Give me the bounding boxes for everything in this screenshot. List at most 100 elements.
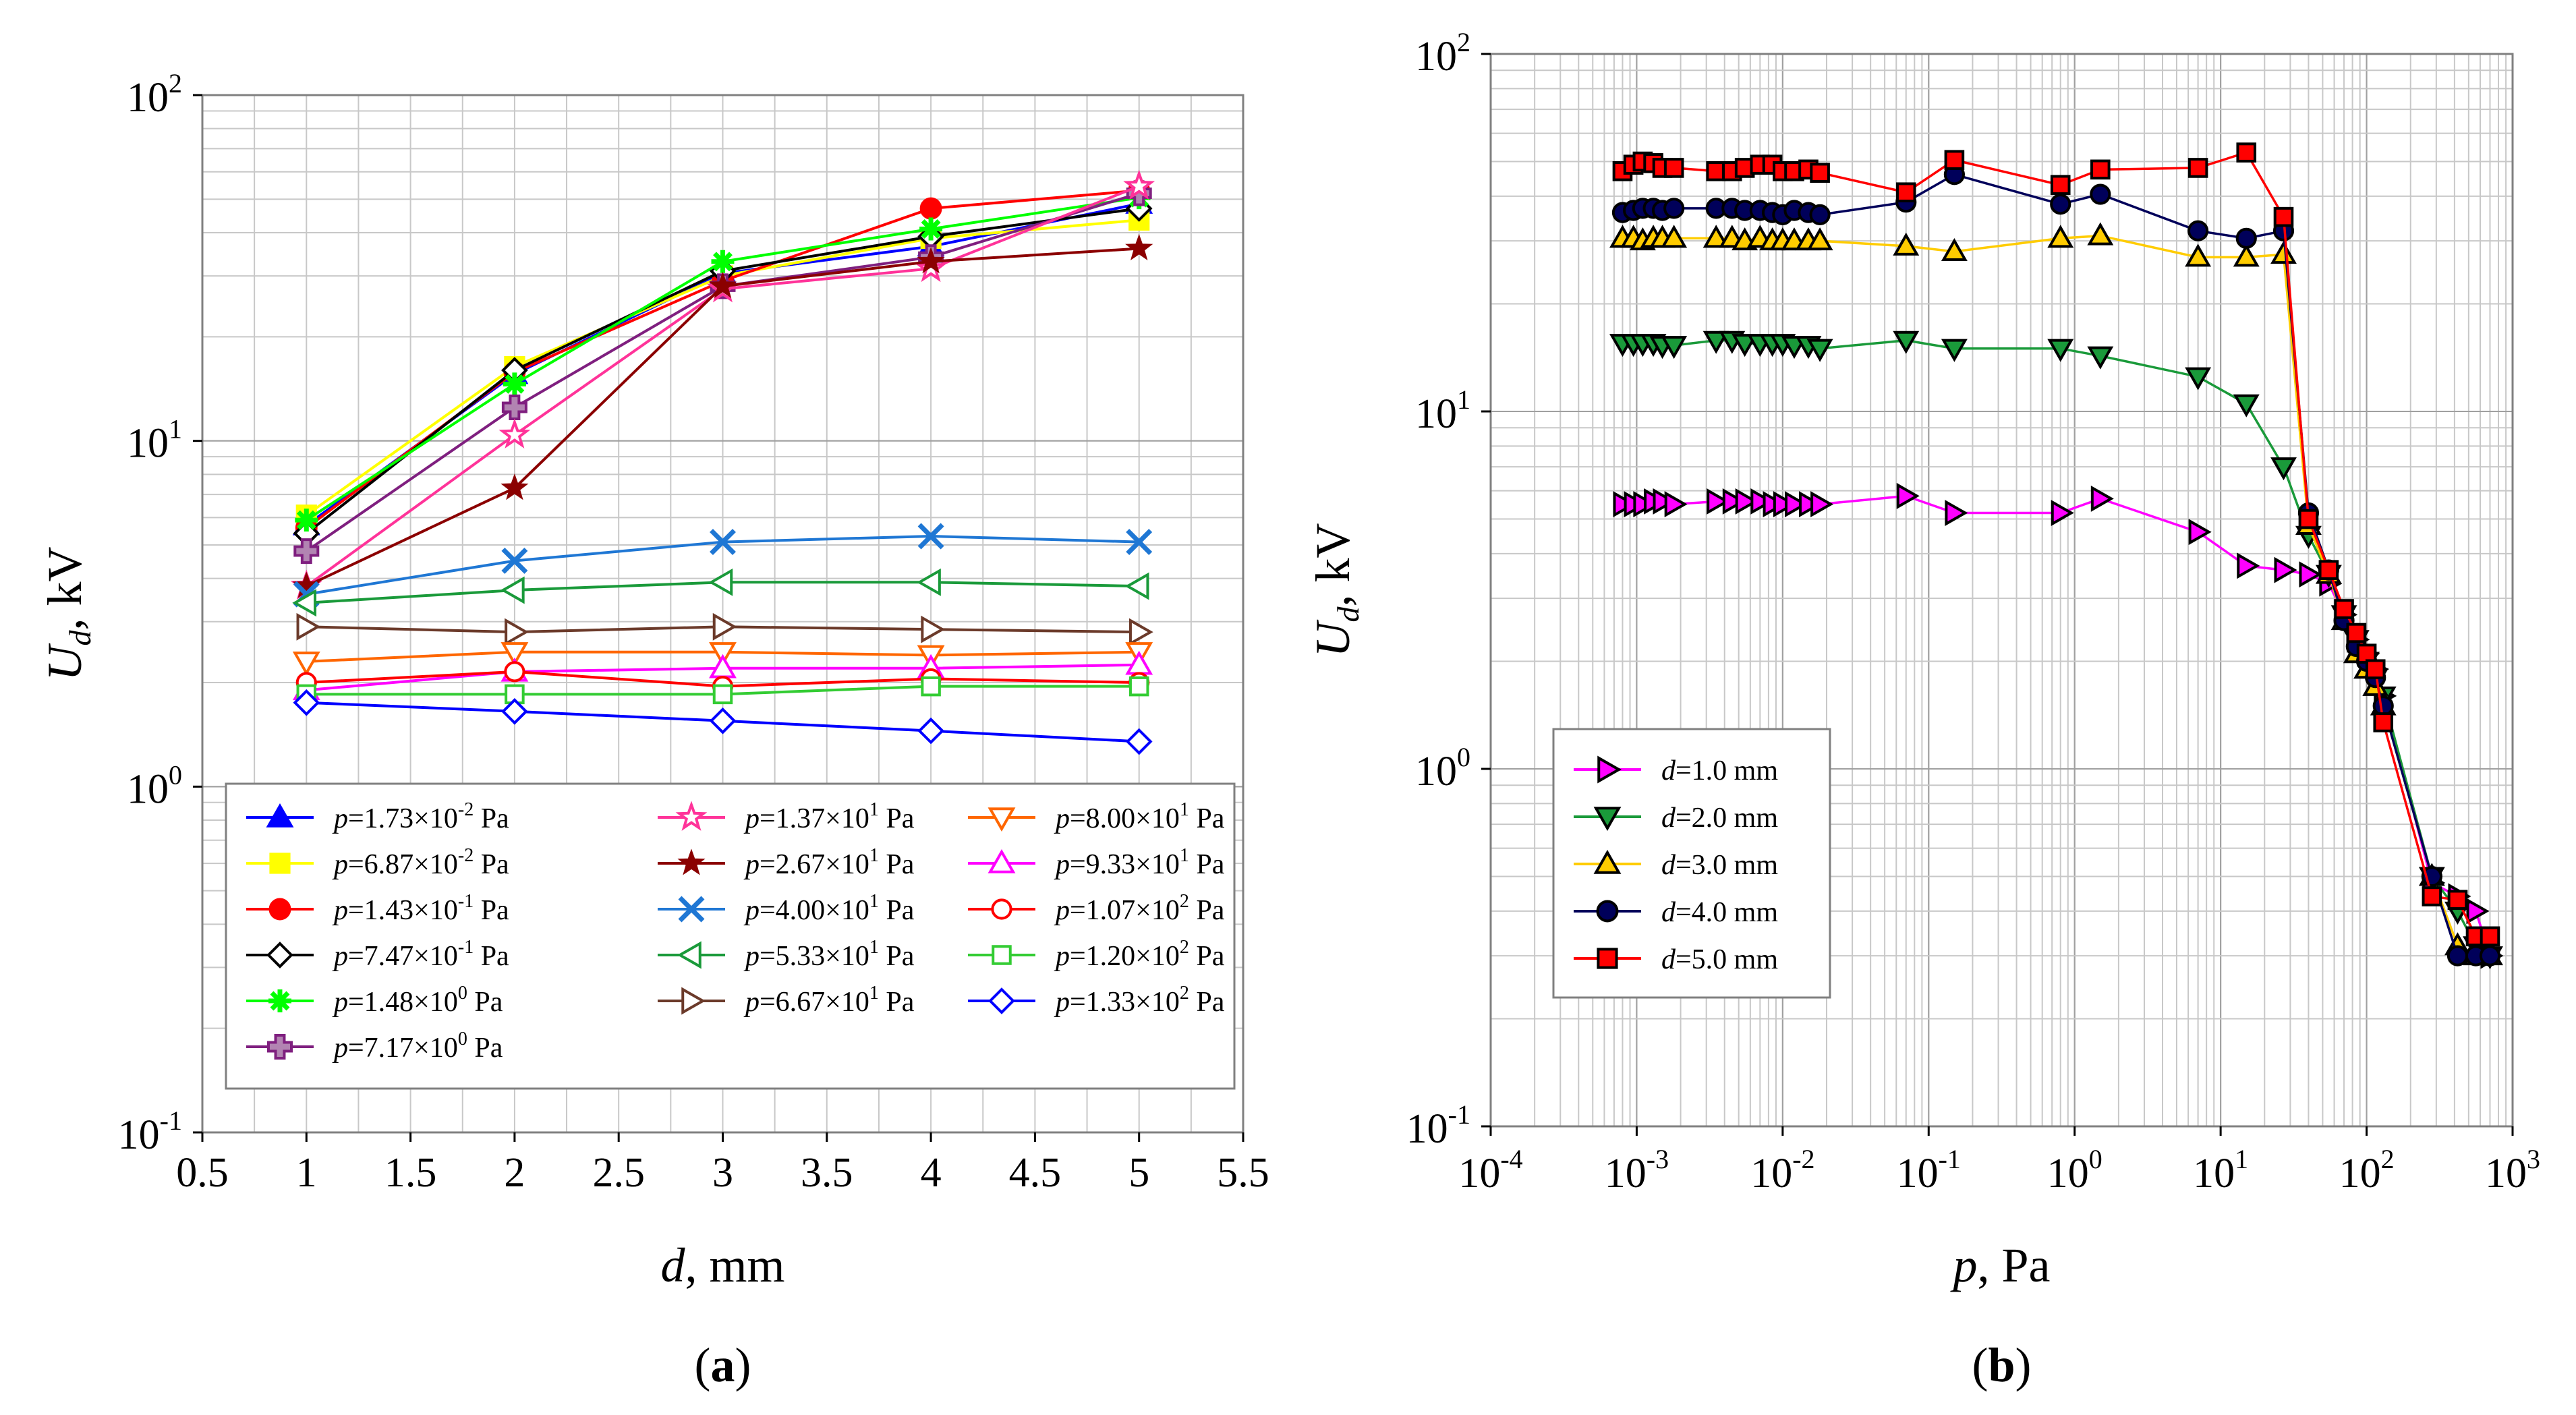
chart-b-x-tick-label-base: 10 [1458, 1151, 1500, 1196]
chart-b-y-tick-label: 102 [1415, 27, 1470, 80]
chart-a-legend-label: p=1.48×100 Pa [332, 983, 503, 1018]
chart-a-legend-exp: 1 [869, 845, 879, 866]
chart-a-data-point [296, 612, 321, 641]
chart-b-legend-item: d=1.0 mm [1574, 755, 1778, 786]
chart-b-y-tick-label: 10-1 [1406, 1099, 1470, 1152]
chart-b-data-point [2235, 227, 2257, 249]
chart-b-legend-var: d [1661, 897, 1676, 928]
chart-a-y-tick-label: 102 [127, 68, 182, 121]
chart-a-legend-label: p=2.67×101 Pa [743, 845, 915, 880]
chart-b-x-tick-label: 10-4 [1458, 1144, 1522, 1196]
chart-a-legend-mantissa: =6.67×10 [760, 987, 869, 1018]
chart-a-legend-mantissa: =8.00×10 [1070, 803, 1180, 834]
chart-b-data-point [2236, 142, 2257, 163]
chart-a-legend-exp: 2 [1180, 983, 1189, 1004]
chart-a-legend-unit: Pa [474, 941, 509, 972]
chart-a-legend-item: p=6.67×101 Pa [658, 983, 915, 1018]
chart-b-data-point [2047, 225, 2074, 248]
chart-b-legend-item: d=5.0 mm [1574, 944, 1778, 975]
chart-a-legend-unit: Pa [1189, 941, 1225, 972]
chart-a-legend-unit: Pa [1189, 803, 1225, 834]
chart-b-data-point [1806, 227, 1833, 251]
chart-a-series-5 [295, 186, 1151, 532]
chart-a-x-tick-label: 1.5 [384, 1150, 437, 1196]
chart-a-data-point [500, 576, 525, 604]
chart-a-legend-unit: Pa [879, 849, 915, 880]
chart-a-legend-label: p=1.37×101 Pa [743, 799, 915, 834]
chart-a-data-point [917, 568, 941, 596]
chart-b-y-tick-label-base: 10 [1406, 1106, 1448, 1152]
chart-a-legend-marker [269, 853, 291, 874]
panel-label-a-letter: a [711, 1338, 735, 1392]
chart-a-legend-unit: Pa [1189, 895, 1225, 926]
chart-a-x-tick-label: 5 [1128, 1150, 1149, 1196]
chart-b-x-axis-label-unit: , Pa [1978, 1238, 2051, 1292]
chart-a-legend-unit: Pa [879, 895, 915, 926]
chart-a-legend-unit: Pa [1189, 987, 1225, 1018]
chart-b-data-point [2090, 159, 2111, 180]
chart-a-data-point [708, 568, 733, 596]
chart-a-legend-label: p=4.00×101 Pa [743, 891, 915, 926]
chart-a-legend-var: p [332, 1033, 348, 1064]
chart-b-data-point [2185, 367, 2212, 391]
chart-a-data-point [501, 698, 528, 725]
chart-a-legend-item: p=4.00×101 Pa [658, 891, 915, 926]
chart-b-y-tick-label-base: 10 [1415, 749, 1457, 795]
chart-a-legend: p=1.73×10-2 Pap=6.87×10-2 Pap=1.43×10-1 … [225, 782, 1236, 1090]
chart-b-data-point [2479, 945, 2501, 966]
chart-a-legend-marker [268, 898, 291, 921]
chart-b-data-point [1613, 491, 1636, 518]
chart-a-data-point [500, 473, 529, 500]
chart-a-series-11 [296, 612, 1153, 646]
chart-b-legend-var: d [1661, 850, 1676, 881]
chart-b-legend-rest: =4.0 mm [1676, 897, 1778, 928]
chart-a-legend-exp: 0 [458, 1029, 467, 1049]
chart-a-x-axis-label-unit: , mm [685, 1238, 784, 1292]
chart-a-data-point [709, 707, 737, 734]
chart-a-data-point [919, 217, 943, 241]
chart-b-y-tick-label-exp: -1 [1448, 1099, 1470, 1130]
chart-b-legend-item: d=3.0 mm [1574, 849, 1778, 881]
chart-a-series-8 [292, 233, 1153, 598]
chart-b-x-tick-label: 10-2 [1750, 1144, 1814, 1196]
chart-a-legend-exp: -1 [458, 937, 474, 958]
chart-a-legend-marker [677, 848, 706, 875]
chart-b-y-tick-label: 100 [1415, 742, 1470, 795]
chart-a-legend-label: p=1.20×102 Pa [1054, 937, 1225, 972]
chart-a-series-16 [293, 689, 1153, 755]
chart-b-data-point [1810, 163, 1830, 183]
chart-b-legend-marker [1597, 948, 1618, 969]
chart-a-data-point [917, 523, 944, 550]
chart-a-legend-exp: 1 [1180, 799, 1189, 820]
chart-a-x-tick-label: 2.5 [592, 1150, 645, 1196]
panel-label-a: (a) [695, 1338, 751, 1392]
chart-b-y-axis-label-sub: d [1331, 606, 1365, 623]
chart-a-legend-marker [992, 945, 1012, 965]
chart-a-data-point [505, 618, 529, 646]
chart-a-data-point [500, 642, 529, 666]
chart-b-x-tick-label-base: 10 [2339, 1151, 2381, 1196]
chart-b-x-tick-label: 102 [2339, 1144, 2395, 1196]
chart-b-data-point [1893, 330, 1920, 354]
chart-a-legend-var: p [1054, 803, 1070, 834]
chart-a-legend-item: p=1.48×100 Pa [246, 983, 503, 1018]
chart-b-data-point [1750, 488, 1774, 515]
chart-a-legend-var: p [743, 941, 760, 972]
chart-a-legend-marker [266, 803, 294, 828]
panel-label-b-letter: b [1988, 1338, 2015, 1392]
chart-a-legend-marker [681, 987, 706, 1015]
chart-b-x-axis-label: p, Pa [1950, 1238, 2051, 1292]
chart-a-y-tick-label-exp: -1 [160, 1105, 182, 1136]
chart-a-legend-var: p [743, 849, 760, 880]
chart-a-y-axis-label-var: U [38, 643, 92, 681]
chart-a-x-axis-label-var: d [660, 1238, 685, 1292]
chart-a-legend-item: p=2.67×101 Pa [658, 845, 915, 880]
chart-a-y-tick-label: 100 [127, 759, 182, 812]
chart-b-legend-marker [1597, 755, 1622, 784]
chart-a-data-point [1124, 572, 1149, 600]
chart-a-legend-marker [267, 1034, 293, 1060]
chart-a-x-tick-label: 3.5 [801, 1150, 853, 1196]
chart-a-legend-exp: -2 [458, 845, 474, 866]
chart-b-legend-label: d=2.0 mm [1661, 803, 1778, 834]
